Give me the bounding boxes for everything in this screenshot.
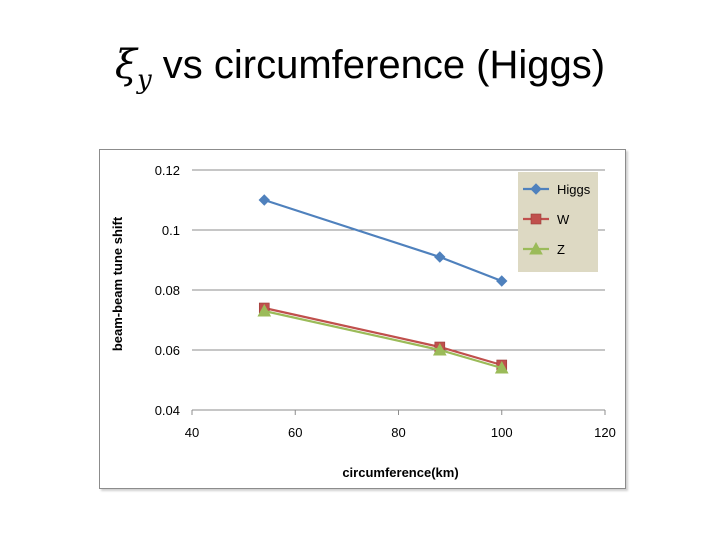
y-tick-label: 0.08 [155, 283, 180, 298]
legend-marker-w [530, 213, 542, 225]
x-axis-title: circumference(km) [342, 465, 458, 480]
y-tick-label: 0.04 [155, 403, 180, 418]
y-tick-label: 0.06 [155, 343, 180, 358]
title-text: vs circumference (Higgs) [151, 43, 606, 87]
legend-marker-z [529, 241, 543, 255]
legend-label-z: Z [557, 242, 565, 257]
y-axis-title: beam-beam tune shift [110, 216, 125, 351]
legend-label-w: W [557, 212, 570, 227]
data-point-higgs [496, 275, 508, 287]
series-line-higgs [263, 198, 503, 283]
y-tick-label: 0.1 [162, 223, 180, 238]
data-point-z [494, 360, 509, 374]
series-line-z [264, 309, 503, 370]
x-tick-label: 40 [185, 425, 199, 440]
legend-marker-higgs [530, 183, 542, 195]
title-subscript: y [136, 65, 152, 95]
data-point-higgs [258, 194, 270, 206]
data-point-z [257, 303, 272, 317]
x-tick-label: 100 [491, 425, 513, 440]
title-xi-symbol: ξ [114, 42, 137, 88]
chart-frame: 0.04 0.06 0.08 0.1 0.12 40 60 80 100 120 circumfer… [99, 149, 626, 489]
data-point-higgs [434, 251, 446, 263]
legend-label-higgs: Higgs [557, 182, 591, 197]
slide-title: ξy vs circumference (Higgs) [0, 42, 720, 95]
x-tick-label: 60 [288, 425, 302, 440]
data-point-z [432, 342, 447, 356]
x-tick-label: 120 [594, 425, 616, 440]
y-tick-label: 0.12 [155, 163, 180, 178]
x-tick-label: 80 [391, 425, 405, 440]
line-chart: 0.04 0.06 0.08 0.1 0.12 40 60 80 100 120 circumfer… [110, 163, 616, 480]
